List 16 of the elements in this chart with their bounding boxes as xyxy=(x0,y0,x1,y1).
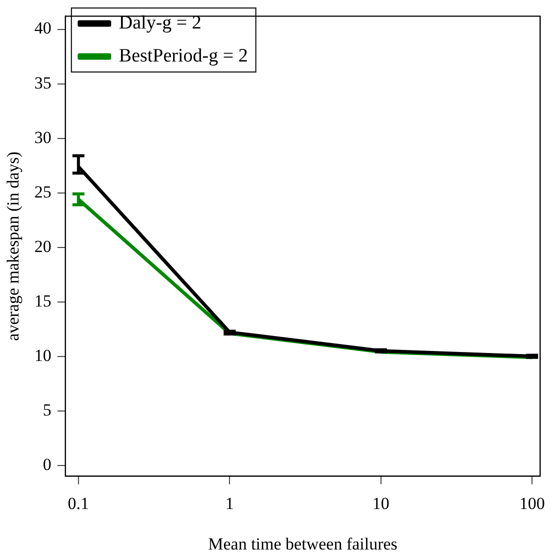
y-tick-label: 0 xyxy=(42,454,52,474)
y-axis-title: average makespan (in days) xyxy=(4,152,23,341)
x-tick-label: 0.1 xyxy=(68,494,90,513)
y-tick-label: 5 xyxy=(42,400,52,420)
x-axis-title: Mean time between failures xyxy=(208,534,398,554)
y-tick-label: 15 xyxy=(34,291,52,310)
y-tick-label: 25 xyxy=(34,182,52,202)
x-tick-label: 100 xyxy=(519,494,545,513)
y-tick-label: 10 xyxy=(34,346,52,365)
y-tick-label: 40 xyxy=(34,18,52,38)
y-tick-label: 30 xyxy=(34,128,52,147)
x-tick-label: 1 xyxy=(225,494,234,513)
legend-label: BestPeriod-g = 2 xyxy=(118,45,248,66)
y-tick-label: 20 xyxy=(34,236,52,256)
x-tick-label: 10 xyxy=(372,494,390,513)
y-tick-label: 35 xyxy=(34,73,52,92)
